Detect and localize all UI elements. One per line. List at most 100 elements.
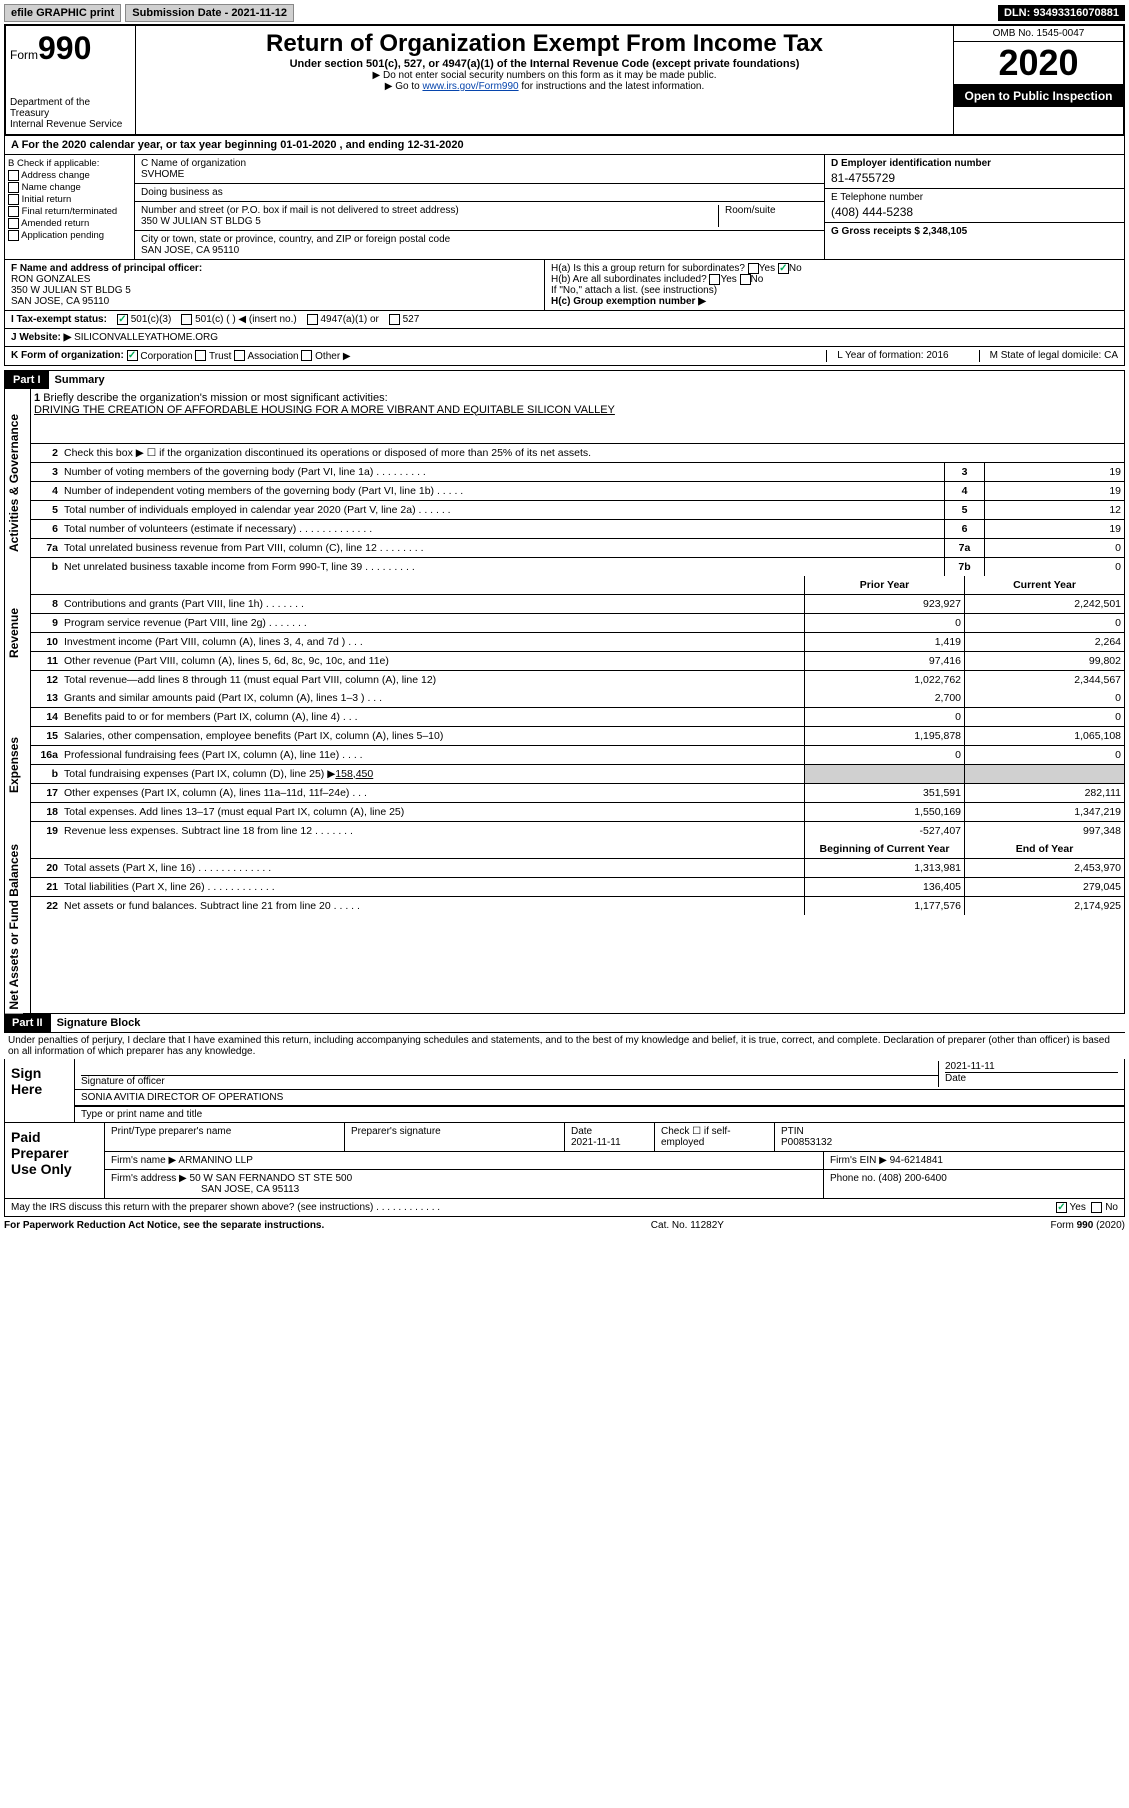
prep-name-label: Print/Type preparer's name — [105, 1123, 345, 1151]
g-label: G Gross receipts $ 2,348,105 — [831, 226, 967, 237]
check-b-label: B Check if applicable: — [8, 158, 131, 169]
open-public: Open to Public Inspection — [954, 85, 1123, 107]
p21: 136,405 — [804, 878, 964, 896]
ha: H(a) Is this a group return for subordin… — [551, 263, 1118, 274]
sig-officer-label: Signature of officer — [81, 1075, 938, 1087]
cb-trust[interactable]: Trust — [195, 351, 231, 362]
cb-addr[interactable]: Address change — [8, 170, 131, 181]
v7b: 0 — [984, 558, 1124, 576]
sign-here-label: Sign Here — [5, 1059, 75, 1122]
f-label: F Name and address of principal officer: — [11, 263, 202, 274]
perjury: Under penalties of perjury, I declare th… — [4, 1032, 1125, 1059]
line1: 1 Briefly describe the organization's mi… — [31, 389, 1124, 444]
form-title: Return of Organization Exempt From Incom… — [140, 30, 949, 58]
website: SILICONVALLEYATHOME.ORG — [74, 332, 218, 343]
footer-mid: Cat. No. 11282Y — [651, 1220, 724, 1231]
paid-prep-label: Paid Preparer Use Only — [5, 1123, 105, 1198]
room-label: Room/suite — [718, 205, 818, 227]
firm-addr-label: Firm's address ▶ — [111, 1173, 187, 1184]
discuss-row: May the IRS discuss this return with the… — [4, 1199, 1125, 1217]
firm-name: ARMANINO LLP — [178, 1155, 252, 1166]
cb-corp[interactable]: Corporation — [127, 351, 193, 362]
cb-527[interactable]: 527 — [389, 314, 419, 325]
p13: 2,700 — [804, 689, 964, 707]
p17: 351,591 — [804, 784, 964, 802]
firm-addr1: 50 W SAN FERNANDO ST STE 500 — [190, 1173, 353, 1184]
line7a: Total unrelated business revenue from Pa… — [61, 539, 944, 557]
cb-4947[interactable]: 4947(a)(1) or — [307, 314, 379, 325]
prep-date-label: Date — [571, 1126, 592, 1137]
cb-discuss-yes[interactable]: Yes — [1056, 1202, 1086, 1213]
line19: Revenue less expenses. Subtract line 18 … — [61, 822, 804, 840]
c8: 2,242,501 — [964, 595, 1124, 613]
addr-label: Number and street (or P.O. box if mail i… — [141, 205, 459, 216]
cb-app[interactable]: Application pending — [8, 230, 131, 241]
footer: For Paperwork Reduction Act Notice, see … — [4, 1217, 1125, 1234]
hb-note: If "No," attach a list. (see instruction… — [551, 285, 1118, 296]
cb-name[interactable]: Name change — [8, 182, 131, 193]
prep-date: 2021-11-11 — [571, 1137, 621, 1148]
note-ssn: ▶ Do not enter social security numbers o… — [140, 70, 949, 81]
p20: 1,313,981 — [804, 859, 964, 877]
line17: Other expenses (Part IX, column (A), lin… — [61, 784, 804, 802]
officer-name-title: SONIA AVITIA DIRECTOR OF OPERATIONS — [81, 1092, 283, 1103]
k-row: K Form of organization: Corporation Trus… — [4, 347, 1125, 365]
line16a: Professional fundraising fees (Part IX, … — [61, 746, 804, 764]
part2-hdr: Part II — [4, 1014, 51, 1032]
prior-hdr: Prior Year — [804, 576, 964, 594]
c21: 279,045 — [964, 878, 1124, 896]
city: SAN JOSE, CA 95110 — [141, 245, 239, 256]
line7b: Net unrelated business taxable income fr… — [61, 558, 944, 576]
c22: 2,174,925 — [964, 897, 1124, 915]
part2-title: Signature Block — [51, 1017, 141, 1029]
addr: 350 W JULIAN ST BLDG 5 — [141, 216, 261, 227]
efile-btn[interactable]: efile GRAPHIC print — [4, 4, 121, 22]
irs-link[interactable]: www.irs.gov/Form990 — [422, 81, 518, 92]
p11: 97,416 — [804, 652, 964, 670]
status-row: I Tax-exempt status: 501(c)(3) 501(c) ( … — [4, 311, 1125, 329]
sig-date-val: 2021-11-11 — [945, 1061, 995, 1072]
part1-hdr: Part I — [5, 371, 49, 389]
c9: 0 — [964, 614, 1124, 632]
footer-left: For Paperwork Reduction Act Notice, see … — [4, 1220, 324, 1231]
line12: Total revenue—add lines 8 through 11 (mu… — [61, 671, 804, 689]
tax-year: 2020 — [954, 42, 1123, 85]
side-rev: Revenue — [5, 576, 23, 689]
k-label: K Form of organization: — [11, 351, 124, 362]
p16a: 0 — [804, 746, 964, 764]
cb-init[interactable]: Initial return — [8, 194, 131, 205]
date-label: Date — [945, 1072, 1118, 1084]
line6: Total number of volunteers (estimate if … — [61, 520, 944, 538]
v5: 12 — [984, 501, 1124, 519]
subdate-btn[interactable]: Submission Date - 2021-11-12 — [125, 4, 294, 22]
cb-other[interactable]: Other ▶ — [301, 351, 350, 362]
line15: Salaries, other compensation, employee b… — [61, 727, 804, 745]
hb: H(b) Are all subordinates included? Yes … — [551, 274, 1118, 285]
c12: 2,344,567 — [964, 671, 1124, 689]
line3: Number of voting members of the governin… — [61, 463, 944, 481]
side-net: Net Assets or Fund Balances — [5, 840, 23, 1014]
form-header: Form990 Department of the Treasury Inter… — [4, 24, 1125, 136]
cb-501c3[interactable]: 501(c)(3) — [117, 314, 171, 325]
p8: 923,927 — [804, 595, 964, 613]
cb-501c[interactable]: 501(c) ( ) ◀ (insert no.) — [181, 314, 296, 325]
form-subtitle: Under section 501(c), 527, or 4947(a)(1)… — [140, 58, 949, 70]
line11: Other revenue (Part VIII, column (A), li… — [61, 652, 804, 670]
website-row: J Website: ▶ SILICONVALLEYATHOME.ORG — [4, 329, 1125, 347]
dba-label: Doing business as — [141, 187, 223, 198]
cb-amend[interactable]: Amended return — [8, 218, 131, 229]
cb-final[interactable]: Final return/terminated — [8, 206, 131, 217]
c-name-label: C Name of organization — [141, 158, 246, 169]
fh-row: F Name and address of principal officer:… — [4, 260, 1125, 311]
phone: (408) 444-5238 — [831, 203, 1118, 219]
p15: 1,195,878 — [804, 727, 964, 745]
firm-ein-label: Firm's EIN ▶ — [830, 1155, 887, 1166]
l-year: L Year of formation: 2016 — [826, 350, 948, 361]
cb-discuss-no[interactable]: No — [1091, 1202, 1118, 1213]
line9: Program service revenue (Part VIII, line… — [61, 614, 804, 632]
dln: DLN: 93493316070881 — [998, 5, 1125, 21]
side-exp: Expenses — [5, 689, 23, 840]
self-emp: Check ☐ if self-employed — [655, 1123, 775, 1151]
ptin-label: PTIN — [781, 1126, 804, 1137]
cb-assoc[interactable]: Association — [234, 351, 298, 362]
